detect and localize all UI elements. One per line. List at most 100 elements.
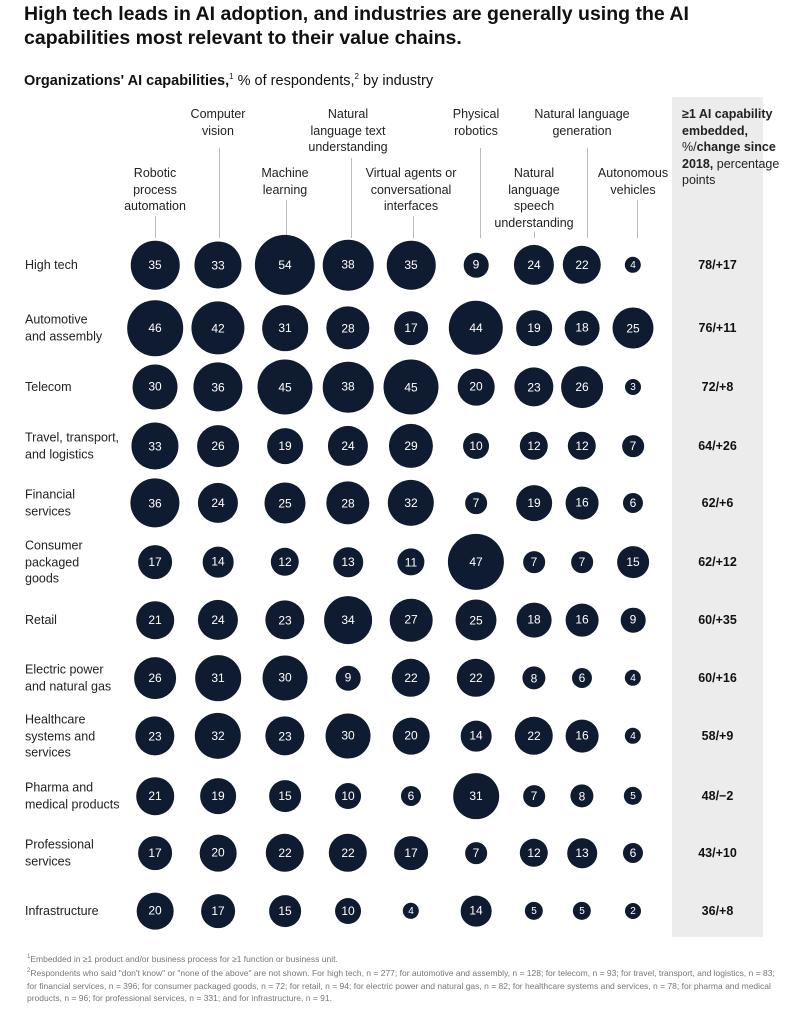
bubble: 25 [455,599,497,641]
bubble: 7 [465,842,487,864]
leader-line [351,158,352,238]
total-value: 48/−2 [701,789,734,803]
bubble: 15 [617,546,649,578]
bubble: 2 [625,903,641,919]
bubble: 10 [463,433,489,459]
total-value: 60/+35 [698,613,737,627]
bubble: 30 [325,713,371,759]
total-value: 64/+26 [698,439,737,453]
bubble: 6 [622,842,644,864]
subtitle-rest2: by industry [358,72,434,89]
bubble: 15 [269,895,301,927]
bubble: 47 [447,533,505,591]
total-header-bold1: ≥1 AI capability embedded, [682,107,773,138]
row-label: Pharma and medical products [25,780,120,812]
bubble: 24 [513,244,555,286]
bubble: 54 [254,234,316,296]
bubble: 26 [561,366,603,408]
bubble: 3 [625,379,641,395]
bubble: 38 [322,239,374,291]
bubble: 4 [624,727,642,745]
bubble: 16 [565,486,599,520]
leader-line [587,148,588,238]
leader-line [480,148,481,238]
leader-line [219,148,220,238]
bubble: 12 [519,838,549,868]
bubble: 5 [623,786,643,806]
footnote-ref-1: 1 [229,72,234,81]
bubble: 6 [571,667,593,689]
total-header-mid: %/ [682,140,697,154]
bubble: 23 [265,600,305,640]
bubble: 26 [134,657,176,699]
bubble: 20 [136,892,174,930]
footnote-1-text: Embedded in ≥1 product and/or business p… [30,953,338,964]
bubble: 9 [335,665,361,691]
bubble: 7 [622,435,644,457]
bubble: 35 [130,240,180,290]
bubble: 45 [257,359,313,415]
bubble: 22 [514,716,554,756]
bubble: 32 [387,479,435,527]
total-value: 78/+17 [698,258,737,272]
bubble: 5 [572,901,592,921]
bubble: 18 [564,310,600,346]
column-header: Natural language generation [534,107,630,138]
bubble: 27 [389,598,433,642]
column-header: Autonomous vehicles [597,166,669,197]
bubble: 19 [267,428,303,464]
bubble: 8 [570,784,594,808]
bubble: 20 [457,368,495,406]
bubble: 17 [394,836,428,870]
bubble: 23 [135,716,175,756]
bubble: 22 [265,833,305,873]
leader-line [413,216,414,238]
bubble: 17 [394,311,428,345]
bubble: 22 [562,245,602,285]
bubble: 12 [567,431,597,461]
subtitle-rest: % of respondents, [233,72,355,89]
bubble: 20 [392,717,430,755]
bubble: 5 [524,901,544,921]
bubble: 24 [197,599,239,641]
bubble: 22 [391,658,431,698]
leader-line [637,200,638,238]
bubble: 33 [194,241,242,289]
total-header-rest: percentage points [682,156,780,188]
bubble: 17 [138,545,172,579]
footnote-2-text: Respondents who said "don't know" or "no… [27,968,775,1004]
row-label: Financial services [25,487,76,519]
total-value: 43/+10 [698,846,737,860]
leader-line [534,232,535,238]
column-header: Natural language speech understanding [494,166,574,230]
chart-subtitle: Organizations' AI capabilities,1 % of re… [24,72,433,89]
bubble: 9 [620,607,646,633]
bubble: 31 [195,655,241,701]
bubble: 6 [400,785,422,807]
bubble: 12 [270,547,300,577]
bubble: 29 [388,423,434,469]
bubble: 6 [622,492,644,514]
bubble: 15 [269,780,301,812]
bubble: 28 [326,481,370,525]
bubble: 32 [194,712,242,760]
bubble: 19 [516,310,552,346]
column-header: Computer vision [190,107,246,138]
bubble: 25 [612,307,654,349]
bubble: 14 [460,895,492,927]
footnote-ref-2: 2 [354,72,359,81]
bubble: 36 [130,478,180,528]
bubble: 7 [523,785,545,807]
bubble: 38 [322,361,374,413]
row-label: Telecom [25,379,72,394]
leader-line [155,216,156,238]
subtitle-bold: Organizations' AI capabilities, [24,72,230,89]
bubble: 14 [460,720,492,752]
row-label: Automotive and assembly [25,312,103,344]
bubble: 17 [138,836,172,870]
footnote-1-marker: 1 [27,954,31,960]
bubble: 28 [326,306,370,350]
bubble: 23 [514,367,554,407]
bubble: 18 [516,602,552,638]
